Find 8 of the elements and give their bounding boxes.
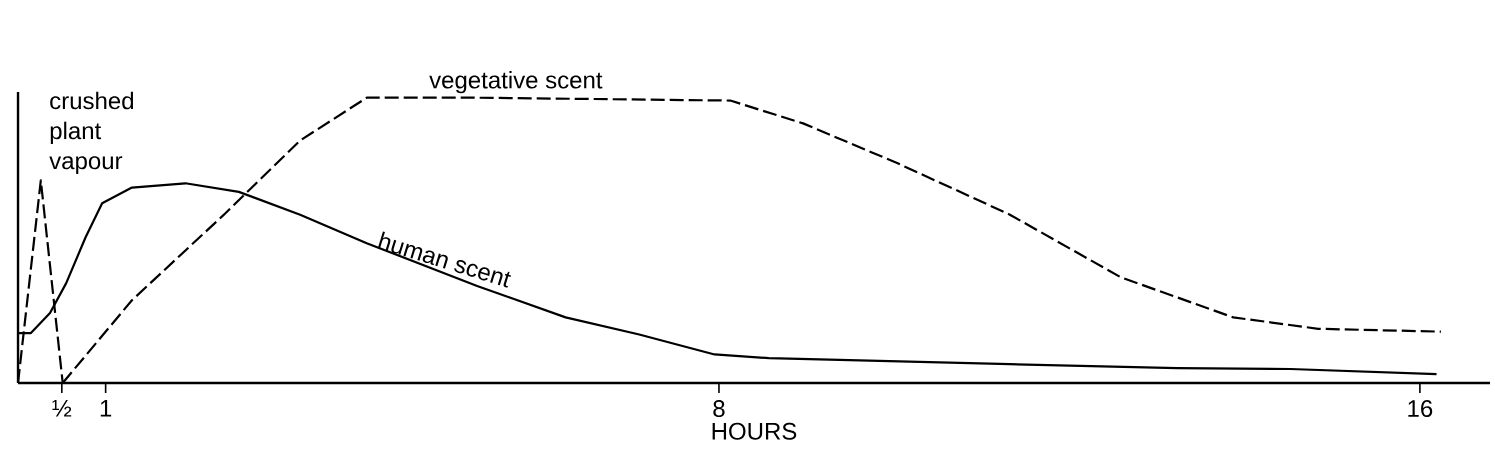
x-tick-label: 1 bbox=[100, 400, 112, 417]
series-label: vegetative scent bbox=[429, 70, 603, 94]
x-tick-label: ½ bbox=[52, 400, 72, 417]
x-tick-label: 16 bbox=[1408, 400, 1433, 418]
x-tick-label: 8 bbox=[713, 400, 725, 418]
series-label: crushed plant vapour bbox=[49, 91, 134, 175]
text: human scent bbox=[377, 231, 511, 288]
x-axis-title: HOURS bbox=[712, 422, 797, 440]
